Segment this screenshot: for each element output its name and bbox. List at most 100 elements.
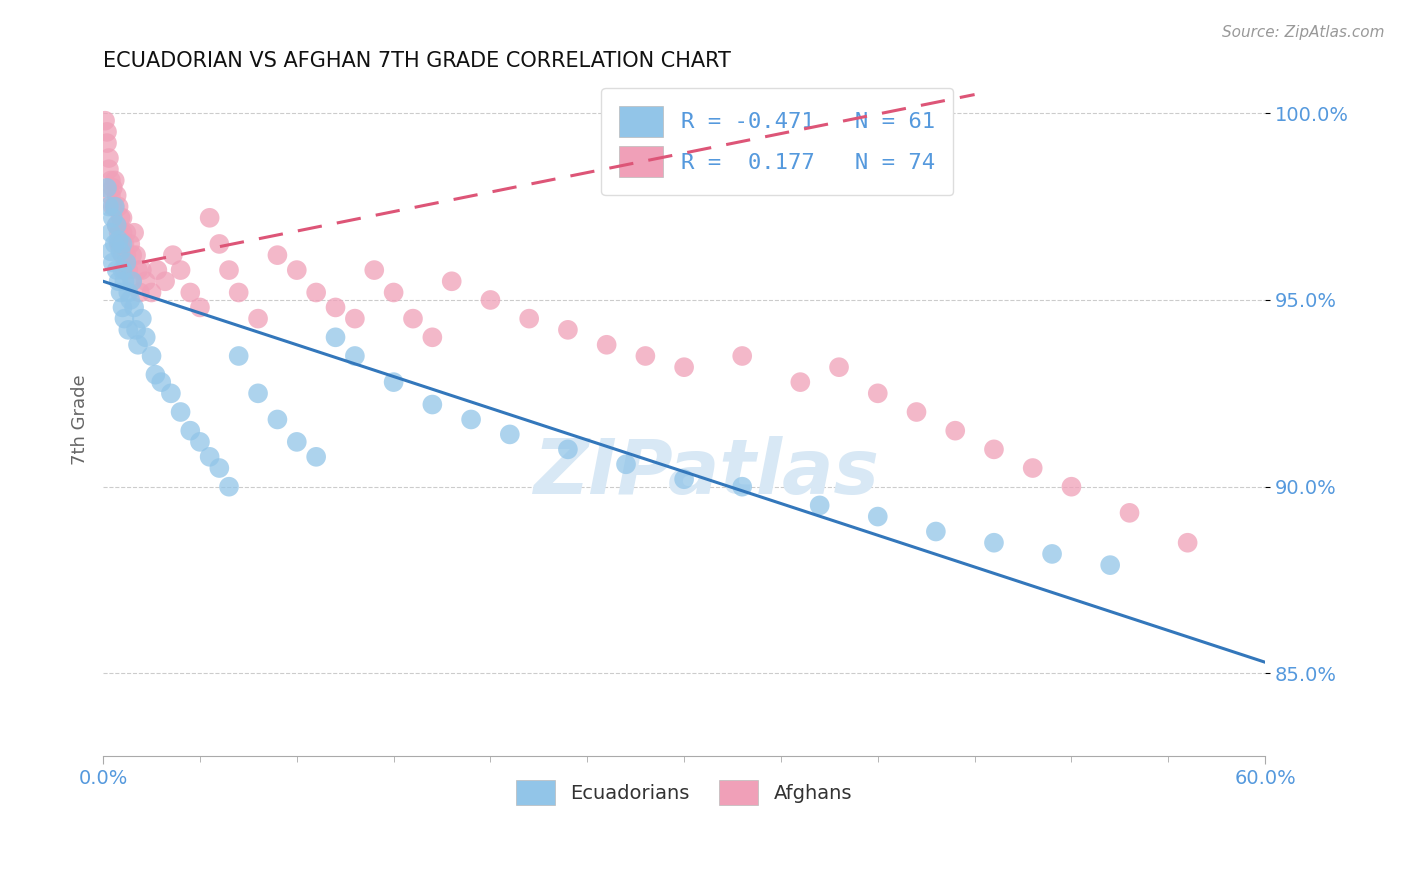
Point <box>614 458 637 472</box>
Point <box>122 301 145 315</box>
Point <box>120 236 142 251</box>
Point <box>105 188 128 202</box>
Point <box>145 368 167 382</box>
Point <box>228 349 250 363</box>
Point <box>460 412 482 426</box>
Y-axis label: 7th Grade: 7th Grade <box>72 374 89 465</box>
Point <box>105 219 128 233</box>
Point <box>363 263 385 277</box>
Point <box>110 244 132 259</box>
Point <box>104 173 127 187</box>
Point <box>943 424 966 438</box>
Point <box>100 188 122 202</box>
Point <box>135 274 157 288</box>
Point <box>1021 461 1043 475</box>
Point <box>153 274 176 288</box>
Point <box>107 274 129 288</box>
Point <box>1099 558 1122 573</box>
Point <box>208 236 231 251</box>
Text: ZIPatlas: ZIPatlas <box>534 436 880 510</box>
Point <box>247 386 270 401</box>
Text: ECUADORIAN VS AFGHAN 7TH GRADE CORRELATION CHART: ECUADORIAN VS AFGHAN 7TH GRADE CORRELATI… <box>103 51 731 70</box>
Point <box>120 293 142 307</box>
Point <box>325 301 347 315</box>
Point <box>382 375 405 389</box>
Point <box>673 472 696 486</box>
Point <box>97 162 120 177</box>
Point <box>122 226 145 240</box>
Point <box>129 285 152 300</box>
Point <box>1177 535 1199 549</box>
Point <box>104 200 127 214</box>
Point <box>110 211 132 225</box>
Point <box>115 255 138 269</box>
Point <box>557 442 579 457</box>
Point <box>117 263 139 277</box>
Point <box>107 236 129 251</box>
Point <box>127 263 149 277</box>
Point <box>789 375 811 389</box>
Point <box>731 480 754 494</box>
Point <box>115 248 138 262</box>
Point <box>517 311 540 326</box>
Point <box>198 450 221 464</box>
Point <box>107 226 129 240</box>
Text: Source: ZipAtlas.com: Source: ZipAtlas.com <box>1222 25 1385 40</box>
Point <box>111 263 134 277</box>
Point <box>111 248 134 262</box>
Point <box>266 412 288 426</box>
Point <box>179 424 201 438</box>
Point <box>422 398 444 412</box>
Point <box>101 211 124 225</box>
Point <box>117 285 139 300</box>
Point <box>866 509 889 524</box>
Point <box>160 386 183 401</box>
Point <box>169 263 191 277</box>
Point <box>1060 480 1083 494</box>
Point <box>634 349 657 363</box>
Point <box>866 386 889 401</box>
Point <box>114 274 136 288</box>
Point <box>101 181 124 195</box>
Point <box>96 181 118 195</box>
Point <box>111 226 134 240</box>
Point <box>121 274 143 288</box>
Point <box>101 200 124 214</box>
Point <box>305 450 328 464</box>
Point <box>285 434 308 449</box>
Point <box>115 226 138 240</box>
Point <box>162 248 184 262</box>
Point <box>104 236 127 251</box>
Point <box>114 236 136 251</box>
Point <box>125 323 148 337</box>
Point <box>146 263 169 277</box>
Point <box>188 301 211 315</box>
Point <box>179 285 201 300</box>
Point <box>1215 779 1237 793</box>
Point <box>247 311 270 326</box>
Point <box>107 200 129 214</box>
Point <box>141 285 163 300</box>
Point <box>325 330 347 344</box>
Point <box>141 349 163 363</box>
Point <box>499 427 522 442</box>
Point <box>557 323 579 337</box>
Point <box>105 219 128 233</box>
Point <box>188 434 211 449</box>
Point <box>208 461 231 475</box>
Point <box>110 285 132 300</box>
Point <box>218 480 240 494</box>
Point <box>169 405 191 419</box>
Point <box>114 263 136 277</box>
Point <box>131 311 153 326</box>
Point <box>121 248 143 262</box>
Point <box>983 535 1005 549</box>
Point <box>97 151 120 165</box>
Point <box>100 173 122 187</box>
Point <box>110 236 132 251</box>
Point <box>285 263 308 277</box>
Point <box>402 311 425 326</box>
Legend: Ecuadorians, Afghans: Ecuadorians, Afghans <box>509 772 860 814</box>
Point <box>673 360 696 375</box>
Point <box>228 285 250 300</box>
